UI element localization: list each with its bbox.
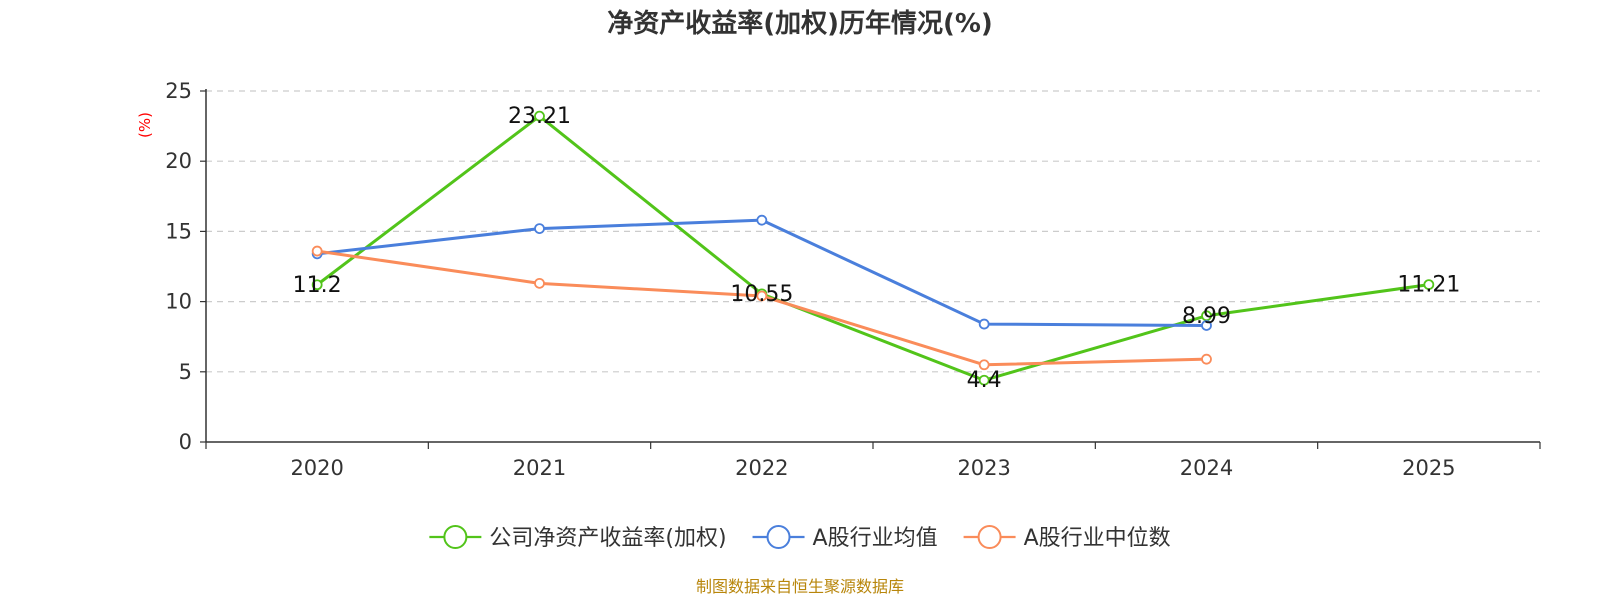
series-group	[311, 110, 1435, 386]
legend-item-0[interactable]: 公司净资产收益率(加权)	[429, 525, 727, 551]
series-line-1	[316, 218, 1207, 327]
x-tick-label: 2020	[290, 456, 343, 480]
legend-marker	[977, 525, 1002, 549]
source-note: 制图数据来自恒生聚源数据库	[696, 577, 904, 596]
x-tick-label: 2024	[1180, 456, 1233, 480]
series-line-0	[316, 114, 1430, 382]
data-point[interactable]	[756, 290, 768, 302]
x-tick-label: 2021	[513, 456, 566, 480]
y-tick-label: 25	[165, 79, 192, 103]
legend-label: A股行业中位数	[1024, 526, 1171, 551]
data-label: 23.21	[508, 104, 571, 129]
data-point[interactable]	[756, 214, 768, 226]
data-label: 8.99	[1182, 304, 1231, 329]
legend-item-2[interactable]: A股行业中位数	[963, 525, 1171, 551]
data-label: 11.2	[293, 273, 342, 298]
data-point[interactable]	[1423, 279, 1435, 291]
x-tick-label: 2023	[957, 456, 1010, 480]
x-tick-label: 2025	[1402, 456, 1455, 480]
y-tick-label: 5	[179, 360, 192, 384]
data-point[interactable]	[311, 279, 323, 291]
legend-item-1[interactable]: A股行业均值	[752, 525, 938, 551]
data-point[interactable]	[311, 245, 323, 257]
legend-label: 公司净资产收益率(加权)	[489, 526, 726, 551]
data-point[interactable]	[978, 374, 990, 386]
y-tick-label: 10	[165, 290, 192, 314]
data-label: 4.4	[967, 368, 1002, 393]
data-point[interactable]	[534, 277, 545, 289]
legend-marker	[443, 525, 468, 549]
data-label: 11.21	[1397, 273, 1460, 298]
legend-label: A股行业均值	[813, 526, 938, 551]
legend[interactable]: 公司净资产收益率(加权) A股行业均值 A股行业中位数	[429, 525, 1171, 551]
x-tick-label: 2022	[735, 456, 788, 480]
data-point[interactable]	[534, 223, 545, 234]
y-tick-label: 20	[165, 149, 192, 173]
data-labels: 11.2 23.21 10.55 4.4 8.99 11.21	[293, 104, 1461, 393]
series-line-2	[316, 249, 1207, 367]
y-tick-label: 0	[179, 430, 192, 454]
chart-title: 净资产收益率(加权)历年情况(%)	[607, 8, 993, 39]
data-point[interactable]	[1201, 353, 1212, 365]
data-label: 10.55	[730, 282, 793, 307]
legend-marker	[766, 525, 791, 549]
y-tick-label: 15	[165, 219, 192, 243]
data-point[interactable]	[978, 318, 990, 330]
data-point[interactable]	[534, 110, 545, 122]
y-axis-label: (%)	[136, 112, 154, 138]
data-point[interactable]	[978, 359, 990, 371]
data-point[interactable]	[1201, 320, 1212, 331]
